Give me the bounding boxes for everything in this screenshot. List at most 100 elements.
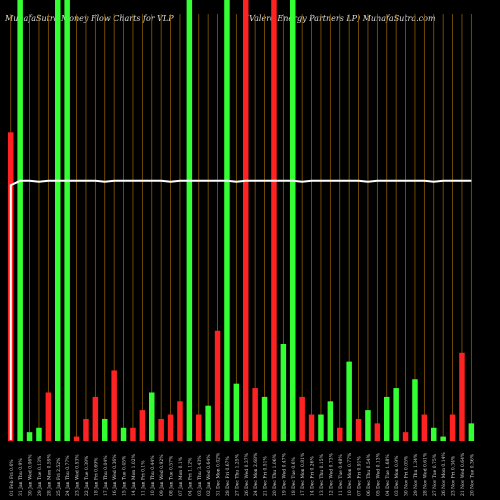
flow-bar: [261, 396, 268, 441]
flow-bar: [205, 405, 211, 441]
x-tick-label: 08 Jan Tue 0.57%: [169, 455, 175, 496]
flow-bar: [308, 414, 315, 441]
x-tick-label: 17 Dec Mon 0.81%: [300, 452, 306, 496]
x-tick-label: 11 Jan Fri 0.1%: [140, 460, 146, 496]
flow-bar: [64, 0, 70, 441]
flow-bar: [449, 414, 456, 441]
x-tick-label: 18 Jan Fri 0.69%: [93, 457, 99, 496]
x-tick-label: 24 Dec Mon 2.68%: [253, 452, 259, 496]
flow-bar: [271, 0, 277, 441]
flow-bar: [167, 414, 174, 441]
x-tick-label: 26 Dec Wed 0.37%: [244, 452, 250, 496]
flow-bar: [111, 370, 117, 441]
x-tick-label: 03 Dec Mon 0.9%: [394, 455, 400, 496]
x-tick-label: 31 Jan Thu 0.9%: [18, 458, 24, 496]
flow-bar: [393, 388, 399, 441]
x-tick-label: 12 Dec Wed 0.73%: [328, 452, 334, 496]
flow-bar: [431, 427, 437, 441]
x-tick-label: 26 Nov Mon 0.14%: [441, 452, 447, 496]
flow-bar: [337, 427, 343, 441]
chart-title-right: (Valero Energy Partners LP) MunafaSutra.…: [246, 14, 436, 23]
x-tick-label: 20 Dec Thu 1.06%: [272, 453, 278, 496]
flow-bar: [327, 401, 334, 441]
x-tick-label: 29 Jan Tue 0.13%: [37, 455, 43, 496]
x-tick-label: 30 Jan Wed 0.06%: [28, 454, 34, 496]
flow-bar: [158, 418, 164, 441]
x-tick-label: 20 Nov Tue 0.36%: [469, 453, 475, 496]
flow-bar: [290, 0, 296, 441]
flow-bar: [186, 0, 193, 441]
x-tick-label: 27 Nov Tue 0.75%: [432, 453, 438, 496]
x-tick-label: 23 Nov Fri 0.34%: [451, 455, 457, 496]
x-tick-label: 07 Dec Fri 0.91%: [357, 455, 363, 496]
flow-bar: [149, 392, 155, 441]
x-tick-label: 04 Jan Fri 1.12%: [187, 457, 193, 496]
x-tick-label: 27 Dec Thu 1.25%: [234, 453, 240, 496]
x-tick-label: 23 Jan Wed 0.53%: [75, 454, 81, 496]
flow-bar: [83, 418, 89, 441]
x-tick-label: 18 Dec Tue 0.6%: [291, 456, 297, 496]
flow-bar: [252, 388, 258, 441]
x-tick-label: 29 Nov Thu 1.34%: [413, 453, 419, 496]
flow-bar: [365, 410, 371, 441]
flow-bar: [55, 0, 61, 441]
flow-bar: [243, 0, 249, 441]
x-tick-label: 17 Jan Thu 0.04%: [103, 455, 109, 496]
x-tick-label: 28 Jan Mon 0.59%: [46, 453, 52, 496]
flow-bar: [384, 396, 390, 441]
x-tick-label: 07 Jan Mon 0.1%: [178, 456, 184, 496]
flow-bar: [102, 418, 108, 441]
x-tick-label: 22 Jan Tue 0.39%: [84, 455, 90, 496]
x-tick-label: 28 Nov Wed 0.61%: [422, 452, 428, 496]
flow-bar: [318, 414, 324, 441]
price-line: [9, 179, 472, 441]
x-tick-label: 24 Jan Thu 0.77%: [65, 455, 71, 496]
flow-bar: [45, 392, 52, 441]
flow-bar: [73, 436, 80, 441]
x-tick-label: 28 Dec Fri 0.67%: [225, 455, 231, 496]
x-tick-label: 05 Dec Wed 0.13%: [375, 452, 381, 496]
flow-bar: [224, 0, 230, 441]
x-tick-label: 06 Dec Thu 0.54%: [366, 453, 372, 496]
x-tick-label: 19 Dec Wed 0.47%: [281, 452, 287, 496]
x-tick-label: 31 Dec Mon 0.02%: [216, 452, 222, 496]
x-tick-label: 14 Jan Mon 1.02%: [131, 453, 137, 496]
flow-bar: [233, 383, 240, 441]
x-tick-label: 01 Feb Fri 0.6%: [9, 459, 15, 496]
x-tick-label: 09 Jan Wed 0.92%: [159, 454, 165, 496]
x-tick-label: 15 Jan Tue 0.45%: [122, 455, 128, 496]
x-tick-label: 10 Jan Thu 0.44%: [150, 455, 156, 496]
flow-bar: [92, 396, 99, 441]
x-tick-label: 21 Nov Wed 0.64%: [460, 452, 466, 496]
x-tick-label: 16 Jan Wed 0.36%: [112, 454, 118, 496]
flow-bar: [402, 432, 409, 441]
flow-bar: [26, 432, 33, 441]
flow-bar: [139, 410, 146, 441]
flow-bar: [17, 0, 23, 441]
flow-bar: [374, 423, 381, 441]
flow-bar: [346, 361, 352, 441]
flow-bar: [299, 396, 305, 441]
x-tick-label: 04 Dec Tue 1.68%: [385, 454, 391, 496]
flow-bar: [214, 330, 221, 441]
chart-title-left: MunafaSutra Money Flow Charts for VLP: [5, 14, 174, 23]
flow-bar: [36, 427, 42, 441]
flow-bar: [421, 414, 428, 441]
x-tick-label: 14 Dec Fri 0.26%: [310, 455, 316, 496]
flow-bar: [280, 343, 287, 441]
x-tick-label: 03 Jan Thu 3.43%: [197, 455, 203, 496]
x-tick-label: 25 Jan Fri 2.52%: [56, 457, 62, 496]
flow-bar: [177, 401, 183, 441]
x-tick-label: 13 Dec Thu 0.15%: [319, 453, 325, 496]
x-tick-label: 21 Dec Fri 0.51%: [263, 455, 269, 496]
x-tick-label: 11 Dec Tue 0.48%: [338, 454, 344, 496]
flow-bar: [412, 379, 418, 441]
flow-bar: [440, 436, 446, 441]
flow-bar: [459, 352, 465, 441]
flow-bar: [468, 423, 475, 441]
flow-bar: [130, 427, 136, 441]
x-tick-label: 30 Nov Fri 0.05%: [404, 455, 410, 496]
x-tick-label: 10 Dec Mon 0.77%: [347, 452, 353, 496]
flow-bar: [120, 427, 127, 441]
